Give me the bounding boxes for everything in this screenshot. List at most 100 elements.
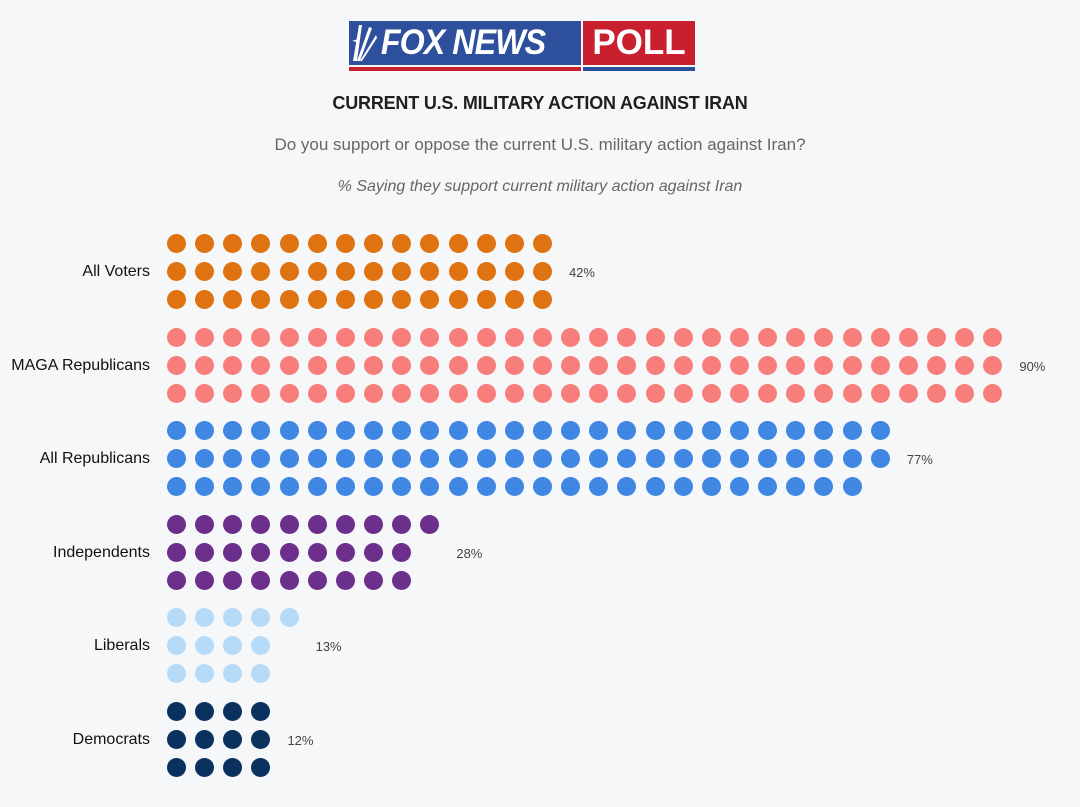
dot-marker [730, 384, 749, 403]
dot-marker [251, 664, 271, 683]
dot-marker [476, 356, 496, 375]
dot-marker [927, 356, 947, 375]
logo-poll-block: POLL [583, 21, 695, 65]
dot-marker [335, 571, 355, 590]
dot-marker [307, 328, 327, 347]
dot-marker [983, 356, 1003, 375]
dot-marker [504, 477, 524, 496]
dot-marker [223, 384, 243, 403]
dot-marker [420, 328, 440, 347]
dot-marker [589, 356, 609, 375]
dot-marker [279, 449, 299, 468]
dot-marker [279, 262, 299, 281]
group-percent: 12% [287, 732, 314, 748]
chart-note: % Saying they support current military a… [337, 178, 743, 195]
dot-marker [504, 356, 524, 375]
dot-marker [251, 262, 271, 281]
dot-marker [392, 234, 412, 253]
dot-marker [673, 449, 693, 468]
dot-marker [223, 421, 243, 440]
dot-marker [701, 421, 721, 440]
dot-marker [335, 421, 355, 440]
dot-marker [561, 421, 581, 440]
dot-marker [392, 515, 412, 534]
dot-marker [476, 328, 496, 347]
dot-marker [307, 290, 327, 309]
dot-marker [167, 702, 186, 721]
dot-marker [476, 449, 496, 468]
dot-marker [870, 328, 890, 347]
dot-marker [364, 290, 384, 309]
dot-marker [307, 571, 327, 590]
logo-fox-news-block: FOX NEWS [349, 21, 581, 65]
dot-marker [504, 290, 524, 309]
dot-marker [448, 384, 468, 403]
dot-marker [364, 234, 384, 253]
dot-marker [392, 290, 412, 309]
dot-marker [814, 449, 834, 468]
dot-marker [898, 356, 918, 375]
group-liberals: Liberals 13% [0, 604, 1080, 688]
dot-marker [673, 356, 693, 375]
dot-marker [701, 477, 721, 496]
dot-marker [251, 730, 271, 749]
dot-marker [364, 384, 384, 403]
dot-marker [364, 543, 384, 562]
dot-marker [476, 477, 496, 496]
dot-marker [195, 702, 215, 721]
dot-marker [195, 328, 215, 347]
group-percent: 42% [568, 264, 595, 280]
dot-marker [364, 477, 384, 496]
dot-marker [392, 477, 412, 496]
group-percent: 90% [1019, 358, 1046, 374]
dot-marker [223, 543, 243, 562]
dot-marker [335, 384, 355, 403]
group-percent: 13% [315, 638, 342, 654]
dot-marker [420, 449, 440, 468]
group-label: All Voters [82, 263, 150, 280]
dot-marker [195, 636, 215, 655]
dot-marker [223, 262, 243, 281]
group-all-republicans: All Republicans 77% [0, 417, 1080, 501]
dot-marker [392, 421, 412, 440]
dot-marker [870, 356, 890, 375]
dot-marker [167, 356, 186, 375]
dot-marker [223, 608, 243, 627]
dot-marker [758, 356, 778, 375]
dot-marker [561, 328, 581, 347]
group-democrats: Democrats 12% [0, 698, 1080, 782]
dot-marker [167, 262, 186, 281]
dot-marker [279, 515, 299, 534]
dot-marker [842, 421, 862, 440]
dot-marker [420, 477, 440, 496]
dot-marker [167, 543, 186, 562]
dot-marker [307, 477, 327, 496]
logo-underline-red [349, 67, 581, 71]
dot-marker [532, 477, 552, 496]
dot-marker [223, 758, 243, 777]
dot-marker [504, 328, 524, 347]
dot-marker [448, 290, 468, 309]
dot-marker [814, 328, 834, 347]
dot-marker [195, 262, 215, 281]
dot-marker [392, 262, 412, 281]
dot-marker [251, 571, 271, 590]
dot-marker [617, 384, 637, 403]
dot-marker [814, 356, 834, 375]
dot-marker [420, 356, 440, 375]
dot-marker [167, 477, 186, 496]
dot-marker [420, 384, 440, 403]
dot-marker [786, 449, 806, 468]
dot-marker [279, 384, 299, 403]
dot-marker [392, 328, 412, 347]
dot-marker [364, 356, 384, 375]
dot-marker [364, 262, 384, 281]
dot-marker [195, 477, 215, 496]
dot-marker [307, 543, 327, 562]
dot-marker [476, 234, 496, 253]
dot-marker [617, 421, 637, 440]
group-maga-republicans: MAGA Republicans 90% [0, 324, 1080, 408]
dot-marker [983, 384, 1003, 403]
dot-marker [898, 328, 918, 347]
dot-marker [532, 290, 552, 309]
